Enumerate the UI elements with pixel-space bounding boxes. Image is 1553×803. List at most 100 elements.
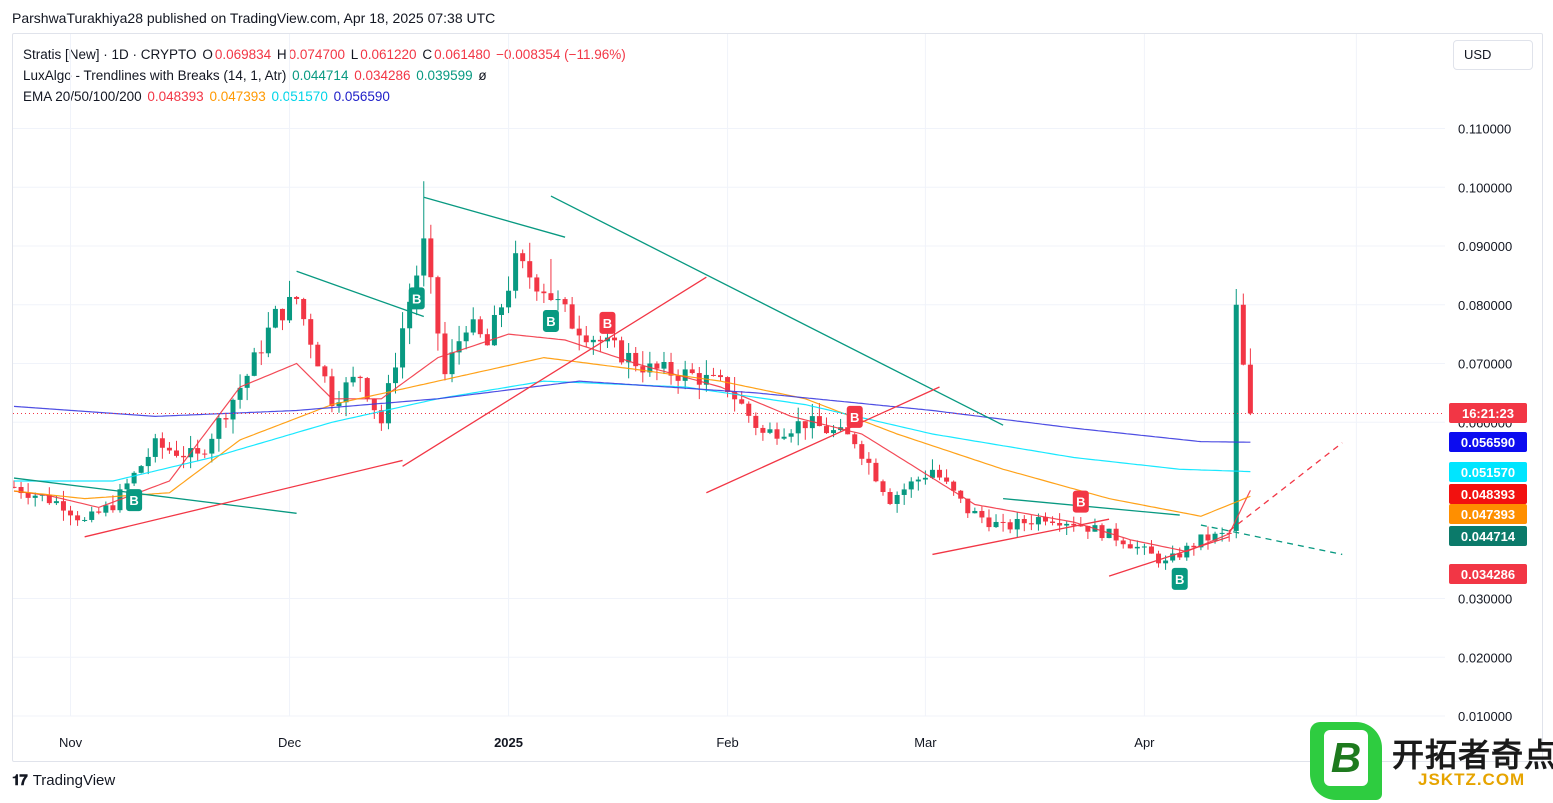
candle-body (96, 511, 102, 513)
candle-body (1007, 522, 1013, 530)
symbol-name[interactable]: Stratis [New] · 1D · CRYPTO (23, 47, 197, 62)
candle-body (725, 377, 731, 392)
candle-body (1170, 553, 1176, 561)
candle-body (110, 505, 116, 511)
publisher-line: ParshwaTurakhiya28 published on TradingV… (12, 10, 496, 26)
break-signal-badge (542, 309, 559, 332)
candle-body (774, 429, 780, 439)
price-axis-label (1449, 462, 1527, 482)
ema-row[interactable]: EMA 20/50/100/200 0.048393 0.047393 0.05… (23, 86, 628, 107)
candle-body (527, 261, 533, 278)
low-label: L (350, 47, 359, 62)
candle-body (124, 483, 130, 490)
y-tick-label: 0.070000 (1458, 357, 1512, 372)
x-tick-label: Apr (1134, 735, 1155, 750)
candle-body (202, 453, 208, 455)
candle-body (548, 293, 554, 300)
tradingview-footer[interactable]: 𝟏𝟕 TradingView (12, 772, 115, 789)
candle-body (131, 472, 137, 484)
y-tick-label: 0.100000 (1458, 180, 1512, 195)
candle-body (1042, 517, 1048, 522)
candle-body (562, 299, 568, 305)
candle-body (166, 447, 172, 451)
break-signal-label: B (1175, 572, 1184, 587)
candle-body (590, 339, 596, 343)
close-value: 0.061480 (434, 47, 491, 62)
candle-body (633, 352, 639, 367)
candle-body (1035, 517, 1041, 525)
candle-body (576, 328, 582, 336)
ema200-value: 0.056590 (333, 89, 390, 104)
candle-body (1014, 518, 1020, 530)
luxalgo-value-2: 0.034286 (354, 68, 411, 83)
candle-body (223, 418, 229, 420)
break-signal-badge (1072, 490, 1089, 513)
candle-body (1212, 533, 1218, 541)
candle-body (32, 495, 38, 498)
candle-body (746, 403, 752, 416)
candle-body (569, 304, 575, 329)
candle-body (1148, 546, 1154, 554)
plot-area[interactable]: B B B B B B B (12, 181, 1446, 590)
price-axis-label-text: 0.044714 (1461, 529, 1516, 544)
x-tick-label: Mar (914, 735, 937, 750)
ema20-value: 0.048393 (147, 89, 204, 104)
support-trendline (706, 386, 940, 494)
price-axis-label-text: 0.047393 (1461, 507, 1515, 522)
candle-body (760, 427, 766, 433)
candle-body (753, 415, 759, 428)
luxalgo-value-3: 0.039599 (416, 68, 473, 83)
candle-body (428, 238, 434, 278)
luxalgo-name[interactable]: LuxAlgo - Trendlines with Breaks (14, 1,… (23, 68, 287, 83)
candle-body (456, 341, 462, 353)
candle-body (18, 487, 24, 494)
break-signal-label: B (850, 410, 859, 425)
candle-body (258, 352, 264, 354)
open-value: 0.069834 (214, 47, 272, 62)
candle-body (308, 319, 314, 345)
break-signal-badge (599, 311, 616, 334)
y-tick-label: 0.090000 (1458, 239, 1512, 254)
candle-body (251, 352, 257, 376)
candle-body (929, 469, 935, 478)
ema200-line (13, 380, 1251, 443)
candle-body (322, 366, 328, 377)
x-tick-label: Dec (278, 735, 302, 750)
luxalgo-row[interactable]: LuxAlgo - Trendlines with Breaks (14, 1,… (23, 65, 628, 86)
candle-body (477, 319, 483, 335)
break-signal-badge (408, 287, 425, 310)
candle-body (498, 307, 504, 315)
candle-body (901, 489, 907, 495)
support-trendline (84, 459, 403, 538)
watermark: B 开拓者奇点 JSKTZ.COM (1310, 722, 1553, 800)
candle-body (1191, 545, 1197, 548)
candle-body (1134, 546, 1140, 549)
candle-body (336, 402, 342, 407)
candle-body (1113, 528, 1119, 541)
break-signal-badge (1171, 567, 1188, 590)
ema100-line (14, 380, 1251, 482)
candle-body (435, 277, 441, 334)
currency-selector-button[interactable]: USD (1453, 40, 1533, 70)
candle-body (442, 333, 448, 375)
candle-body (279, 308, 285, 321)
candle-body (89, 511, 95, 520)
candle-body (265, 327, 271, 354)
support-trendline (402, 276, 707, 467)
candle-body (75, 515, 81, 521)
high-value: 0.074700 (288, 47, 345, 62)
candle-body (908, 481, 914, 490)
candle-body (301, 299, 307, 320)
candle-body (145, 456, 151, 467)
candle-body (173, 450, 179, 456)
ema-name[interactable]: EMA 20/50/100/200 (23, 89, 142, 104)
price-axis-label (1449, 504, 1527, 524)
candle-body (583, 335, 589, 343)
close-label: C (422, 47, 433, 62)
candle-body (46, 494, 52, 504)
candle-body (520, 253, 526, 262)
candle-body (1028, 523, 1034, 525)
